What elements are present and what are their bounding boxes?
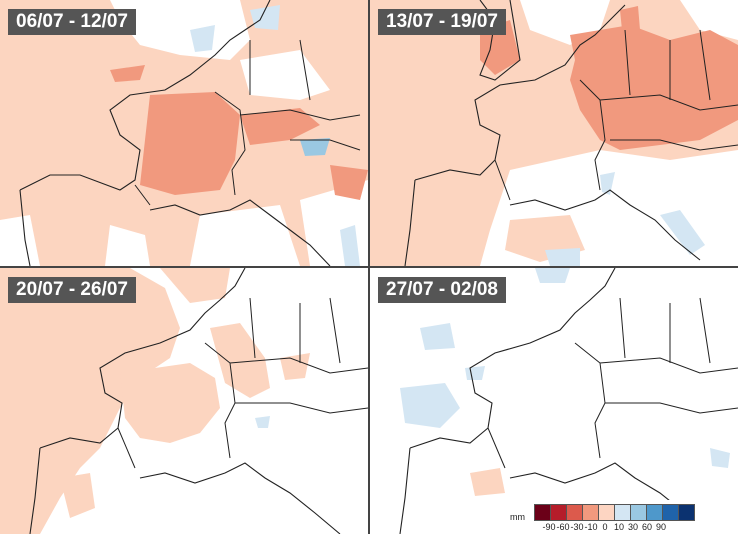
panel-divider-horizontal — [0, 266, 738, 268]
mid-red-anomaly-area — [240, 108, 320, 145]
neutral-area — [680, 0, 738, 40]
coastline — [409, 268, 616, 449]
legend-tick-label: 90 — [655, 522, 667, 532]
light-red-anomaly-area — [60, 473, 95, 518]
map-panel-3-svg — [0, 268, 368, 534]
country-border — [487, 297, 738, 469]
neutral-area — [105, 225, 150, 266]
legend-color-box — [678, 504, 695, 521]
blue-anomaly-area — [420, 323, 455, 350]
panel-4-date-label: 27/07 - 02/08 — [378, 277, 506, 303]
legend-color-box — [566, 504, 583, 521]
mid-red-anomaly-area — [620, 6, 640, 30]
light-red-anomaly-area — [120, 363, 220, 443]
country-border — [134, 39, 361, 206]
coastline — [149, 199, 331, 266]
map-panel-4: 27/07 - 02/08 — [370, 268, 738, 534]
light-red-anomaly-area — [210, 323, 270, 398]
legend-color-box — [630, 504, 647, 521]
legend-color-box — [550, 504, 567, 521]
coastline — [404, 179, 416, 266]
map-panel-2: 13/07 - 19/07 — [370, 0, 738, 266]
coastline — [19, 189, 31, 266]
legend-color-box — [534, 504, 551, 521]
light-red-anomaly-area — [160, 268, 230, 303]
blue-anomaly-area — [660, 210, 705, 255]
coastline — [509, 189, 701, 261]
neutral-area — [190, 205, 300, 266]
coastline — [414, 4, 626, 181]
blue-anomaly-area — [600, 172, 615, 195]
colorbar-legend: mm -90 -60 -30 -10 0 10 30 60 90 — [508, 500, 738, 534]
panel-1-date-label: 06/07 - 12/07 — [8, 9, 136, 35]
legend-unit-label: mm — [510, 512, 525, 522]
legend-tick-label: -10 — [584, 522, 598, 532]
mid-red-anomaly-area — [570, 25, 738, 150]
coastline — [29, 447, 41, 534]
blue-anomaly-area — [250, 5, 280, 30]
neutral-area — [0, 215, 40, 266]
legend-tick-label: -30 — [570, 522, 584, 532]
blue-anomaly-area — [300, 138, 330, 156]
panel-2-date-label: 13/07 - 19/07 — [378, 9, 506, 35]
legend-color-box — [662, 504, 679, 521]
legend-color-box — [582, 504, 599, 521]
light-red-anomaly-area — [0, 268, 180, 534]
legend-tick-label: 30 — [627, 522, 639, 532]
legend-color-box — [598, 504, 615, 521]
panel-3-date-label: 20/07 - 26/07 — [8, 277, 136, 303]
legend-tick-label: 60 — [641, 522, 653, 532]
coastline — [139, 462, 341, 534]
blue-anomaly-area — [465, 366, 485, 380]
mid-red-anomaly-area — [330, 165, 368, 200]
legend-tick-label: 10 — [613, 522, 625, 532]
coastline — [19, 0, 271, 191]
blue-anomaly-area — [400, 383, 460, 428]
map-panel-3: 20/07 - 26/07 — [0, 268, 368, 534]
legend-color-boxes — [534, 504, 695, 521]
blue-anomaly-area — [535, 268, 570, 283]
blue-anomaly-area — [545, 248, 580, 266]
light-red-anomaly-area — [470, 468, 505, 496]
light-red-anomaly-area — [280, 353, 310, 380]
map-panel-4-svg — [370, 268, 738, 534]
legend-tick-labels: -90 -60 -30 -10 0 10 30 60 90 — [534, 522, 738, 534]
blue-anomaly-area — [255, 416, 270, 428]
map-panel-1-svg — [0, 0, 368, 266]
legend-tick-label: 0 — [602, 522, 608, 532]
blue-anomaly-area — [190, 25, 215, 52]
country-border — [117, 297, 368, 469]
light-red-anomaly-area — [300, 0, 368, 90]
blue-anomaly-area — [340, 225, 360, 266]
map-panel-1: 06/07 - 12/07 — [0, 0, 368, 266]
legend-color-box — [614, 504, 631, 521]
country-border — [494, 29, 738, 201]
legend-color-box — [646, 504, 663, 521]
blue-anomaly-area — [710, 448, 730, 468]
mid-red-anomaly-area — [110, 65, 145, 82]
coastline — [39, 268, 246, 449]
legend-tick-label: -90 — [542, 522, 556, 532]
mid-red-anomaly-area — [140, 92, 240, 195]
light-red-anomaly-area — [370, 175, 420, 266]
neutral-area — [110, 0, 250, 60]
coastline — [399, 447, 411, 534]
legend-tick-label: -60 — [556, 522, 570, 532]
map-panel-2-svg — [370, 0, 738, 266]
